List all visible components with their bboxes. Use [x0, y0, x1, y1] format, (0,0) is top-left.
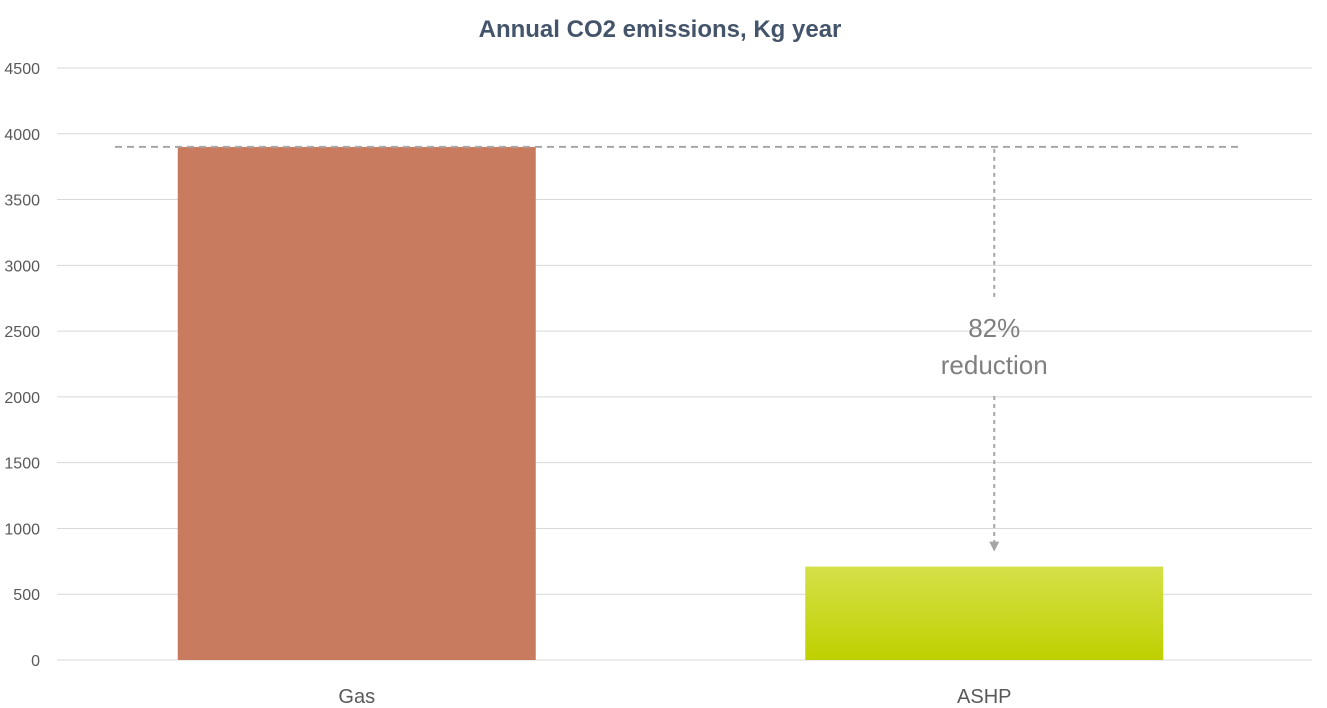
x-axis-category-labels: Gas ASHP [338, 686, 1011, 708]
y-tick-label: 3500 [4, 193, 40, 210]
y-tick-label: 4000 [4, 127, 40, 144]
x-category-label: ASHP [957, 686, 1011, 708]
x-category-label: Gas [338, 686, 375, 708]
y-tick-label: 1000 [4, 521, 40, 538]
y-tick-label: 3000 [4, 258, 40, 275]
bars [177, 146, 1164, 660]
annotation-percent: 82% [968, 313, 1020, 343]
chart-title: Annual CO2 emissions, Kg year [479, 16, 842, 43]
annotation-reduction: reduction [941, 350, 1048, 380]
y-tick-label: 500 [13, 587, 40, 604]
reduction-annotation: 82% reduction [115, 145, 1242, 552]
bar-ashp [805, 566, 1164, 660]
bar-gas [177, 146, 536, 660]
y-tick-label: 1500 [4, 456, 40, 473]
y-tick-label: 0 [31, 653, 40, 670]
y-axis-tick-labels: 0 500 1000 1500 2000 2500 3000 3500 4000 4500 [4, 61, 40, 670]
y-tick-label: 2500 [4, 324, 40, 341]
y-tick-label: 4500 [4, 61, 40, 78]
y-tick-label: 2000 [4, 390, 40, 407]
